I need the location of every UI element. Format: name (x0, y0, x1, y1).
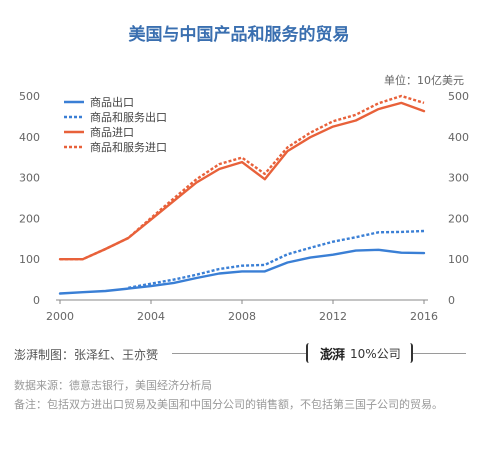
series-line (58, 101, 426, 261)
legend-label: 商品出口 (90, 95, 134, 109)
logo-text: 10%公司 (350, 346, 401, 361)
x-tick-label: 2012 (319, 310, 347, 323)
credit-text: 澎湃制图：张泽红、王亦赟 (14, 348, 159, 362)
series-line (128, 229, 425, 289)
y-tick-label-left: 300 (19, 172, 40, 185)
series-line (60, 94, 425, 261)
y-tick-label-right: 500 (448, 90, 469, 103)
line-chart: 2000 2004 2008 2012 2016 0 0 100 100 200 200 300 300… (19, 90, 469, 323)
x-tick-label: 2004 (137, 310, 165, 323)
y-tick-label-left: 400 (19, 131, 40, 144)
logo-mark: 澎湃 (320, 347, 345, 363)
x-tick-label: 2000 (46, 310, 74, 323)
credit-line: 澎湃制图：张泽红、王亦赟 澎湃 10%公司 (14, 342, 466, 366)
source-text: 数据来源：德意志银行，美国经济分析局 (14, 379, 212, 392)
chart-title: 美国与中国产品和服务的贸易 (128, 25, 350, 45)
y-tick-label-right: 300 (448, 172, 469, 185)
note-text: 备注：包括双方进出口贸易及美国和中国分公司的销售额，不包括第三国子公司的贸易。 (14, 398, 443, 411)
y-tick-label-right: 200 (448, 212, 469, 225)
unit-label: 单位：10亿美元 (384, 74, 464, 87)
y-tick-label-right: 400 (448, 131, 469, 144)
x-tick-label: 2008 (228, 310, 256, 323)
x-tick-label: 2016 (410, 310, 438, 323)
y-tick-label-left: 0 (33, 294, 40, 307)
y-tick-label-right: 0 (448, 294, 455, 307)
y-tick-label-left: 100 (19, 253, 40, 266)
legend-label: 商品和服务出口 (90, 110, 167, 124)
y-tick-label-left: 500 (19, 90, 40, 103)
y-tick-label-right: 100 (448, 253, 469, 266)
legend-label: 商品进口 (90, 125, 134, 139)
legend-label: 商品和服务进口 (90, 140, 167, 154)
series-line (58, 248, 426, 295)
y-tick-label-left: 200 (19, 212, 40, 225)
logo-badge: 澎湃 10%公司 (306, 343, 413, 363)
